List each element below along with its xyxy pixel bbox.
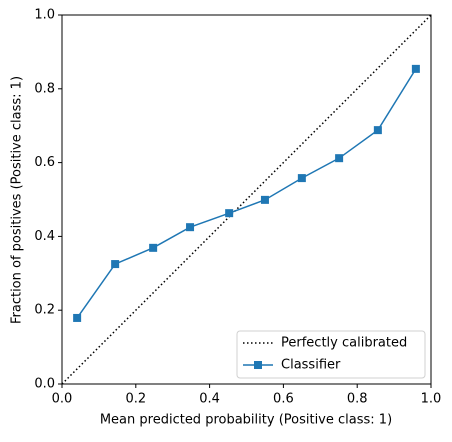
- x-tick-label: 0.2: [125, 392, 146, 407]
- plot-frame: [61, 14, 432, 385]
- y-tick-label: 1.0: [34, 8, 55, 23]
- marker: [111, 260, 120, 269]
- legend-box: [236, 330, 426, 379]
- marker: [335, 154, 344, 163]
- marker: [149, 243, 158, 252]
- marker: [225, 209, 234, 218]
- series-line: [61, 14, 432, 385]
- x-tick-label: 0.6: [273, 392, 294, 407]
- y-tick-label: 0.4: [34, 229, 55, 244]
- y-tick-label: 0.8: [34, 81, 55, 96]
- marker: [373, 126, 382, 135]
- legend-label: Perfectly calibrated: [281, 336, 407, 351]
- x-axis-label: Mean predicted probability (Positive cla…: [100, 413, 392, 428]
- marker: [297, 174, 306, 183]
- x-tick-label: 1.0: [421, 392, 442, 407]
- y-tick-label: 0.0: [34, 377, 55, 392]
- x-tick-label: 0.8: [347, 392, 368, 407]
- x-tick-label: 0.4: [199, 392, 220, 407]
- y-tick-label: 0.6: [34, 155, 55, 170]
- marker: [186, 223, 195, 232]
- marker: [73, 313, 82, 322]
- y-tick-label: 0.2: [34, 303, 55, 318]
- x-tick-label: 0.0: [52, 392, 73, 407]
- y-axis-label: Fraction of positives (Positive class: 1…: [10, 76, 25, 324]
- marker: [411, 64, 420, 73]
- legend-label: Classifier: [281, 358, 341, 373]
- legend-marker: [254, 361, 262, 369]
- marker: [260, 195, 269, 204]
- series-line: [76, 68, 417, 319]
